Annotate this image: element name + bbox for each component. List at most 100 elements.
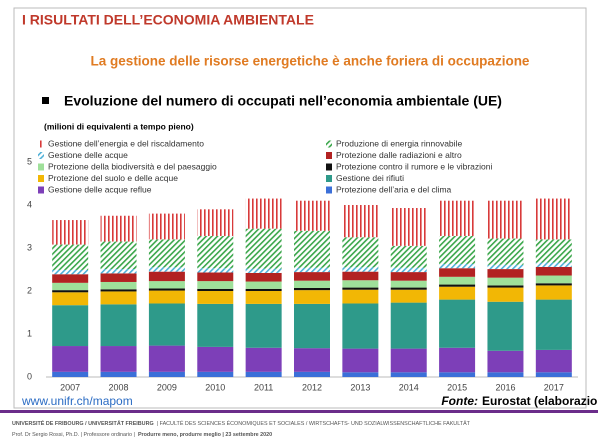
bar-segment [342,348,379,373]
bar-segment [148,371,185,377]
bar-segment [487,301,524,351]
bar-segment [197,303,234,347]
bar-segment [535,275,572,284]
bar-segment [197,371,234,377]
bar-segment [439,286,476,300]
legend-swatch [326,186,332,194]
bar-segment [294,371,330,377]
legend-swatch [326,163,332,171]
bar-segment [535,283,572,286]
bar-segment [148,290,185,304]
bar-segment [487,277,524,286]
x-tick-label: 2013 [350,382,370,392]
bar-segment [52,292,89,306]
legend-label: Produzione di energia rinnovabile [336,138,462,148]
y-tick-label: 5 [27,156,32,166]
bar-segment [487,372,524,377]
bar-segment [439,347,476,373]
footer-line2: Prof. Dr Sergio Rossi, Ph.D. | Professor… [12,432,272,438]
bar-segment [294,230,330,268]
bar-segment [487,350,524,373]
legend-swatch [326,175,332,182]
bar-segment [390,348,427,373]
x-tick-label: 2008 [109,382,129,392]
bar-segment [245,303,282,348]
bar-segment [294,287,330,291]
bar-segment [342,271,379,281]
bar-segment [100,273,137,282]
footer-band [0,410,598,413]
x-tick-label: 2017 [544,382,564,392]
footer-line1-bold: UNIVERSITÉ DE FRIBOURG / UNIVERSITÄT FRE… [12,419,154,427]
bar-segment [197,272,234,282]
bar-segment [245,198,282,229]
source-label: Fonte: [441,394,478,408]
legend-label: Protezione della biodiversità e del paes… [48,161,217,171]
bar-segment [197,288,234,291]
legend-label: Gestione delle acque [48,150,128,160]
bar-segment [245,272,282,282]
bar-segment [294,348,330,372]
source-text: Eurostat (elaborazione SR) [482,394,598,408]
bar-segment [439,276,476,285]
y-tick-label: 0 [27,371,32,381]
bar-segment [52,346,89,372]
bar-segment [439,235,476,264]
y-tick-label: 1 [27,328,32,338]
bar-segment [294,280,330,288]
bar-segment [100,291,137,305]
bar-segment [439,299,476,348]
bar-segment [342,205,379,238]
legend-label: Gestione dei rifiuti [336,173,404,183]
bar-segment [342,303,379,349]
bar-segment [294,303,330,349]
bar-segment [245,291,282,304]
bar-segment [487,285,524,288]
bar-segment [245,347,282,372]
bar-segment [100,269,137,274]
bar-segment [535,349,572,373]
bar-segment [390,289,427,303]
bar-segment [245,281,282,289]
bar-segment [100,346,137,372]
x-tick-label: 2007 [60,382,80,392]
y-tick-label: 3 [27,242,32,252]
x-tick-label: 2016 [495,382,515,392]
bar-segment [294,290,330,304]
x-tick-label: 2014 [399,382,419,392]
bar-segment [535,285,572,300]
bar-segment [439,284,476,287]
legend-swatch [38,152,44,159]
legend-swatch [38,163,44,171]
bar-segment [439,263,476,269]
bar-segment [148,267,185,272]
x-tick-label: 2012 [302,382,322,392]
bar-segment [439,200,476,236]
x-tick-label: 2009 [157,382,177,392]
bar-segment [52,290,89,293]
x-tick-label: 2011 [254,382,273,392]
legend-label: Gestione delle acque reflue [48,184,152,194]
bar-segment [52,269,89,275]
bar-segment [245,371,282,377]
bar-segment [535,266,572,276]
bar-segment [52,274,89,283]
bar-segment [100,241,137,270]
x-tick-label: 2010 [205,382,225,392]
slide-frame [13,7,587,409]
bar-segment [148,281,185,289]
bar-segment [294,267,330,273]
bar-segment [390,372,427,377]
legend-swatch [38,186,44,194]
bar-segment [197,281,234,289]
bar-segment [100,215,137,242]
bar-segment [100,289,137,292]
bullet-text: Evoluzione del numero di occupati nell’e… [64,93,502,109]
bar-segment [535,239,572,263]
bar-segment [197,346,234,372]
bar-segment [100,281,137,290]
bar-segment [148,271,185,282]
bar-segment [342,372,379,377]
bar-segment [439,268,476,277]
bar-segment [342,280,379,288]
